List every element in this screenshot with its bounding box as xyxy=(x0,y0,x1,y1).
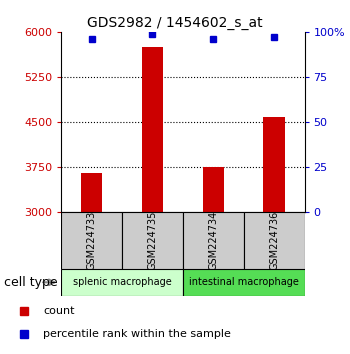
Text: cell type: cell type xyxy=(4,276,57,289)
Text: GSM224736: GSM224736 xyxy=(269,211,279,270)
Text: intestinal macrophage: intestinal macrophage xyxy=(189,277,299,287)
Text: GSM224733: GSM224733 xyxy=(87,211,97,270)
Bar xyxy=(61,269,183,296)
Text: count: count xyxy=(43,306,75,316)
Bar xyxy=(244,212,304,269)
Bar xyxy=(183,269,304,296)
Text: percentile rank within the sample: percentile rank within the sample xyxy=(43,329,231,339)
Bar xyxy=(183,212,244,269)
Text: GDS2982 / 1454602_s_at: GDS2982 / 1454602_s_at xyxy=(87,16,263,30)
Text: GSM224735: GSM224735 xyxy=(147,211,158,270)
Bar xyxy=(81,173,102,212)
Bar xyxy=(264,117,285,212)
Text: GSM224734: GSM224734 xyxy=(208,211,218,270)
Bar xyxy=(61,212,122,269)
Bar xyxy=(203,167,224,212)
Bar xyxy=(122,212,183,269)
Text: splenic macrophage: splenic macrophage xyxy=(73,277,172,287)
Bar xyxy=(142,47,163,212)
